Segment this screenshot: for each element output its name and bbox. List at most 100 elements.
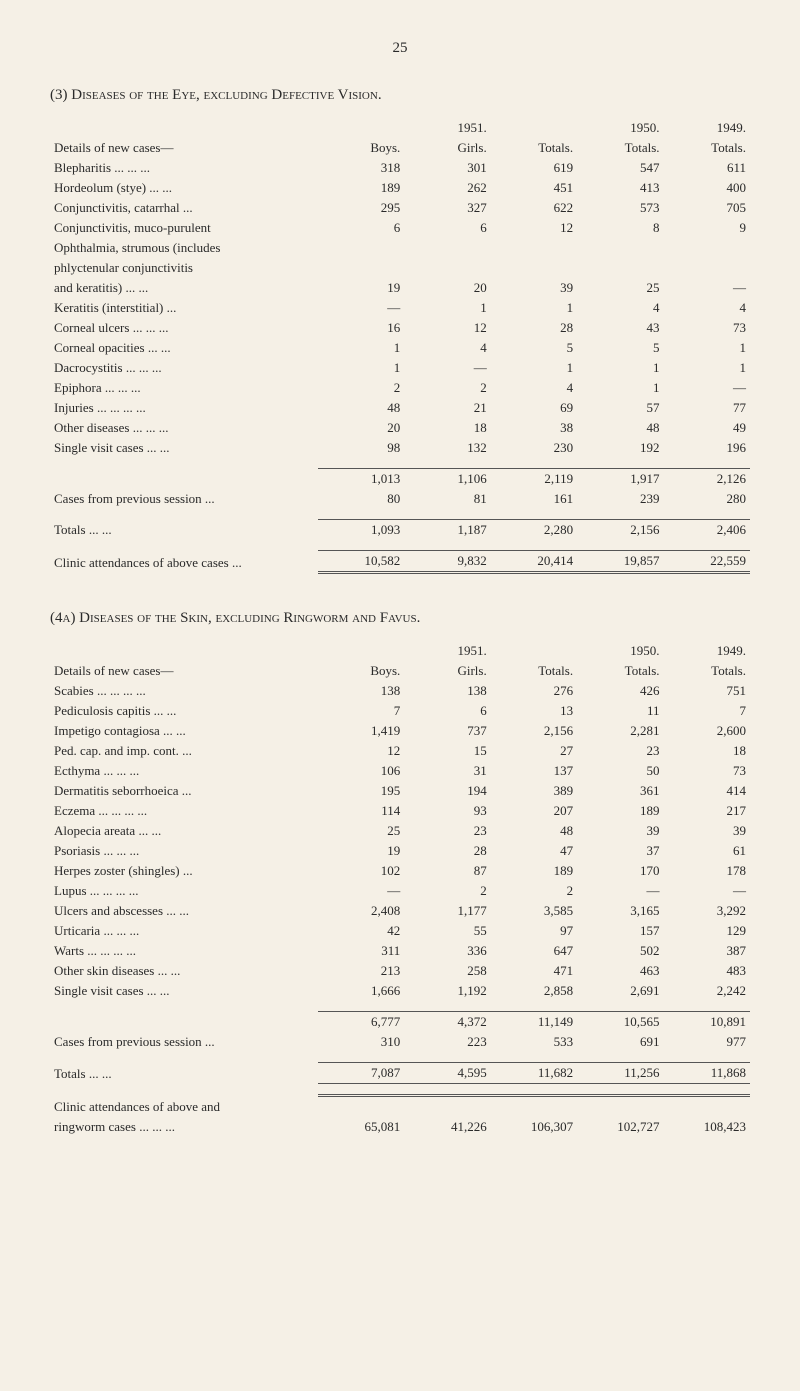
cell-value: 12: [491, 218, 577, 238]
row-label: Injuries ... ... ... ...: [50, 398, 318, 418]
row-label: Psoriasis ... ... ...: [50, 841, 318, 861]
cell-value: 138: [404, 681, 490, 701]
cell-value: [404, 238, 490, 258]
cell-value: 2: [404, 881, 490, 901]
table-row: Injuries ... ... ... ...4821695777: [50, 398, 750, 418]
cell-value: 6: [404, 218, 490, 238]
cell-value: 93: [404, 801, 490, 821]
cell-value: 705: [664, 198, 750, 218]
cell-value: 47: [491, 841, 577, 861]
cell-value: 262: [404, 178, 490, 198]
cell-value: 69: [491, 398, 577, 418]
row-label: Lupus ... ... ... ...: [50, 881, 318, 901]
cell-value: 55: [404, 921, 490, 941]
table-row: Dacrocystitis ... ... ...1—111: [50, 358, 750, 378]
row-label: Alopecia areata ... ...: [50, 821, 318, 841]
cell-value: 87: [404, 861, 490, 881]
cell-value: 49: [664, 418, 750, 438]
cell-value: 1: [318, 358, 404, 378]
cell-value: 48: [577, 418, 663, 438]
cell-value: [664, 258, 750, 278]
cell-value: 12: [404, 318, 490, 338]
row-label: Keratitis (interstitial) ...: [50, 298, 318, 318]
row-label: Impetigo contagiosa ... ...: [50, 721, 318, 741]
row-label: Blepharitis ... ... ...: [50, 158, 318, 178]
cell-value: 39: [577, 821, 663, 841]
cell-value: 13: [491, 701, 577, 721]
cell-value: 28: [491, 318, 577, 338]
cell-value: 4: [664, 298, 750, 318]
table-row: Corneal opacities ... ...14551: [50, 338, 750, 358]
cell-value: 42: [318, 921, 404, 941]
row-label: Herpes zoster (shingles) ...: [50, 861, 318, 881]
cell-value: 20: [404, 278, 490, 298]
row-label: Urticaria ... ... ...: [50, 921, 318, 941]
clinic-line1: Clinic attendances of above and: [50, 1096, 750, 1118]
cell-value: 389: [491, 781, 577, 801]
cell-value: 414: [664, 781, 750, 801]
cell-value: 9: [664, 218, 750, 238]
cell-value: 1: [491, 358, 577, 378]
cell-value: 1: [664, 358, 750, 378]
cell-value: 77: [664, 398, 750, 418]
cell-value: 213: [318, 961, 404, 981]
clinic-row: ringworm cases ... ... ... 65,081 41,226…: [50, 1117, 750, 1137]
table-row: Single visit cases ... ...1,6661,1922,85…: [50, 981, 750, 1001]
cell-value: 1: [577, 358, 663, 378]
cell-value: 19: [318, 278, 404, 298]
cases-prev-row: Cases from previous session ... 80 81 16…: [50, 489, 750, 509]
cell-value: 647: [491, 941, 577, 961]
row-label: Epiphora ... ... ...: [50, 378, 318, 398]
table-row: and keratitis) ... ...19203925—: [50, 278, 750, 298]
header-row-years: 1951. 1950. 1949.: [50, 118, 750, 138]
row-label: Corneal opacities ... ...: [50, 338, 318, 358]
table-row: Ped. cap. and imp. cont. ...1215272318: [50, 741, 750, 761]
cell-value: 39: [664, 821, 750, 841]
cell-value: 189: [491, 861, 577, 881]
cell-value: 39: [491, 278, 577, 298]
table-row: Ophthalmia, strumous (includes: [50, 238, 750, 258]
cell-value: 73: [664, 761, 750, 781]
cell-value: 737: [404, 721, 490, 741]
cell-value: 387: [664, 941, 750, 961]
cell-value: 25: [318, 821, 404, 841]
cell-value: 2,281: [577, 721, 663, 741]
cell-value: 16: [318, 318, 404, 338]
table-row: Single visit cases ... ...98132230192196: [50, 438, 750, 458]
table-row: Impetigo contagiosa ... ...1,4197372,156…: [50, 721, 750, 741]
totals-row: Totals ... ... 1,093 1,187 2,280 2,156 2…: [50, 520, 750, 541]
cell-value: 57: [577, 398, 663, 418]
cell-value: 3,585: [491, 901, 577, 921]
cell-value: 2: [404, 378, 490, 398]
cell-value: 413: [577, 178, 663, 198]
cell-value: 23: [404, 821, 490, 841]
row-label: phlyctenular conjunctivitis: [50, 258, 318, 278]
cell-value: —: [577, 881, 663, 901]
row-label: Single visit cases ... ...: [50, 438, 318, 458]
table-row: Psoriasis ... ... ...1928473761: [50, 841, 750, 861]
cell-value: 5: [577, 338, 663, 358]
cell-value: 196: [664, 438, 750, 458]
cell-value: 622: [491, 198, 577, 218]
cell-value: —: [664, 278, 750, 298]
cell-value: —: [664, 881, 750, 901]
header-row-cols: Details of new cases— Boys. Girls. Total…: [50, 661, 750, 681]
cell-value: 230: [491, 438, 577, 458]
cell-value: 1,666: [318, 981, 404, 1001]
cell-value: 48: [491, 821, 577, 841]
cell-value: 2,156: [491, 721, 577, 741]
cell-value: 48: [318, 398, 404, 418]
cell-value: 19: [318, 841, 404, 861]
cell-value: 258: [404, 961, 490, 981]
row-label: Other diseases ... ... ...: [50, 418, 318, 438]
table-row: Urticaria ... ... ...425597157129: [50, 921, 750, 941]
cell-value: 137: [491, 761, 577, 781]
cell-value: 12: [318, 741, 404, 761]
table-row: Ecthyma ... ... ...106311375073: [50, 761, 750, 781]
cell-value: 106: [318, 761, 404, 781]
row-label: Ulcers and abscesses ... ...: [50, 901, 318, 921]
cell-value: 451: [491, 178, 577, 198]
table-row: Scabies ... ... ... ...138138276426751: [50, 681, 750, 701]
table-section4a: 1951. 1950. 1949. Details of new cases— …: [50, 641, 750, 1137]
cell-value: 207: [491, 801, 577, 821]
